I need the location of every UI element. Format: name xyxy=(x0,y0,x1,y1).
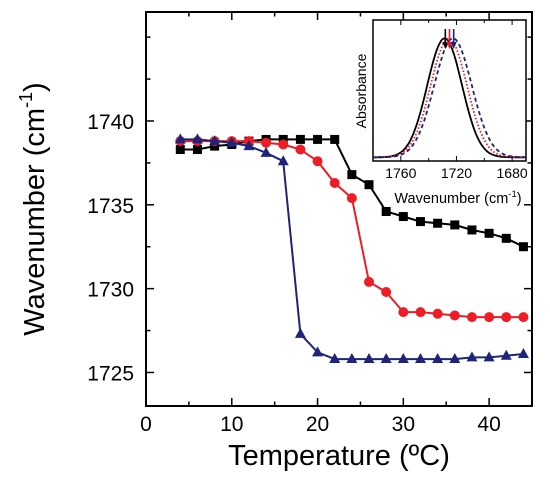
data-point-square xyxy=(192,144,202,154)
inset-axis-ticks: 1760 1720 1680 xyxy=(372,20,528,181)
data-point-circle xyxy=(312,156,323,167)
inset-x-axis-label-main: Wavenumber (cm xyxy=(394,191,508,207)
inset-x-axis-label: Wavenumber (cm-1) xyxy=(394,189,521,207)
data-point-triangle xyxy=(174,133,186,144)
x-tick-label: 20 xyxy=(306,413,329,436)
data-point-square xyxy=(415,217,425,227)
data-point-circle xyxy=(278,139,289,150)
data-point-triangle xyxy=(500,349,512,360)
data-point-square xyxy=(330,134,340,144)
data-point-square xyxy=(450,220,460,230)
data-point-triangle xyxy=(380,353,392,364)
series-triangle xyxy=(174,133,529,364)
inset-x-tick-label: 1720 xyxy=(441,165,472,181)
inset-spectrum-dotted xyxy=(373,37,526,159)
inset-x-tick-label: 1760 xyxy=(385,165,416,181)
data-point-circle xyxy=(484,312,495,323)
data-point-square xyxy=(210,141,220,151)
data-point-square xyxy=(364,180,374,190)
data-point-square xyxy=(518,242,528,252)
data-point-triangle xyxy=(449,353,461,364)
main-plot-frame xyxy=(145,11,533,407)
data-point-circle xyxy=(295,144,306,155)
inset-x-tick-label: 1680 xyxy=(497,165,528,181)
data-point-triangle xyxy=(226,136,238,147)
y-axis-label-main: Wavenumber (cm xyxy=(19,108,51,336)
data-point-triangle xyxy=(414,353,426,364)
data-point-triangle xyxy=(329,353,341,364)
data-point-square xyxy=(501,233,511,243)
data-point-circle xyxy=(501,312,512,323)
data-point-square xyxy=(295,134,305,144)
data-point-triangle xyxy=(277,155,289,166)
main-axis-ticks: 0 10 20 30 40 1725 1730 1735 1740 xyxy=(87,12,533,436)
x-tick-label: 40 xyxy=(477,413,500,436)
data-point-square xyxy=(467,225,477,235)
inset-x-axis-label-sup: -1 xyxy=(508,189,516,200)
data-point-square xyxy=(278,134,288,144)
data-point-triangle xyxy=(260,146,272,157)
data-point-circle xyxy=(398,307,409,318)
data-point-square xyxy=(484,228,494,238)
peak-arrow-head xyxy=(442,42,449,49)
inset-x-axis-label-close: ) xyxy=(517,191,522,207)
main-series-group xyxy=(174,133,529,364)
y-axis-label-sup: -1 xyxy=(16,92,36,108)
data-point-square xyxy=(433,218,443,228)
peak-arrow-head xyxy=(450,42,457,49)
data-point-triangle xyxy=(363,353,375,364)
data-point-circle xyxy=(346,193,357,204)
data-point-square xyxy=(175,144,185,154)
data-point-square xyxy=(381,207,391,217)
data-point-triangle xyxy=(483,351,495,362)
data-point-triangle xyxy=(294,327,306,338)
data-point-triangle xyxy=(346,353,358,364)
data-point-circle xyxy=(415,307,426,318)
x-tick-label: 0 xyxy=(140,413,152,436)
x-axis-label: Temperature (ºC) xyxy=(228,440,450,472)
data-point-triangle xyxy=(191,133,203,144)
data-point-square xyxy=(347,170,357,180)
data-point-triangle xyxy=(466,351,478,362)
data-point-triangle xyxy=(243,140,255,151)
inset-y-axis-label: Absorbance xyxy=(353,53,369,128)
y-tick-label: 1735 xyxy=(87,195,134,218)
x-tick-label: 10 xyxy=(220,413,243,436)
data-point-circle xyxy=(432,308,443,319)
x-tick-label: 30 xyxy=(392,413,415,436)
data-point-triangle xyxy=(517,348,529,359)
data-point-square xyxy=(398,212,408,222)
data-point-triangle xyxy=(209,135,221,146)
y-tick-label: 1725 xyxy=(87,362,134,385)
series-circle xyxy=(175,136,529,323)
y-tick-label: 1730 xyxy=(87,279,134,302)
y-axis-label: Wavenumber (cm-1) xyxy=(16,82,51,335)
data-point-circle xyxy=(466,312,477,323)
inset-peak-arrows xyxy=(442,29,457,49)
data-point-circle xyxy=(518,312,529,323)
data-point-circle xyxy=(261,137,272,148)
data-point-triangle xyxy=(397,353,409,364)
data-point-circle xyxy=(449,310,460,321)
y-tick-label: 1740 xyxy=(87,111,134,134)
data-point-circle xyxy=(364,276,375,287)
data-point-square xyxy=(313,134,323,144)
data-point-triangle xyxy=(312,346,324,357)
data-point-circle xyxy=(381,286,392,297)
peak-arrow-head xyxy=(446,42,453,49)
data-point-triangle xyxy=(432,353,444,364)
data-point-circle xyxy=(329,178,340,189)
y-axis-label-close: ) xyxy=(19,82,51,92)
